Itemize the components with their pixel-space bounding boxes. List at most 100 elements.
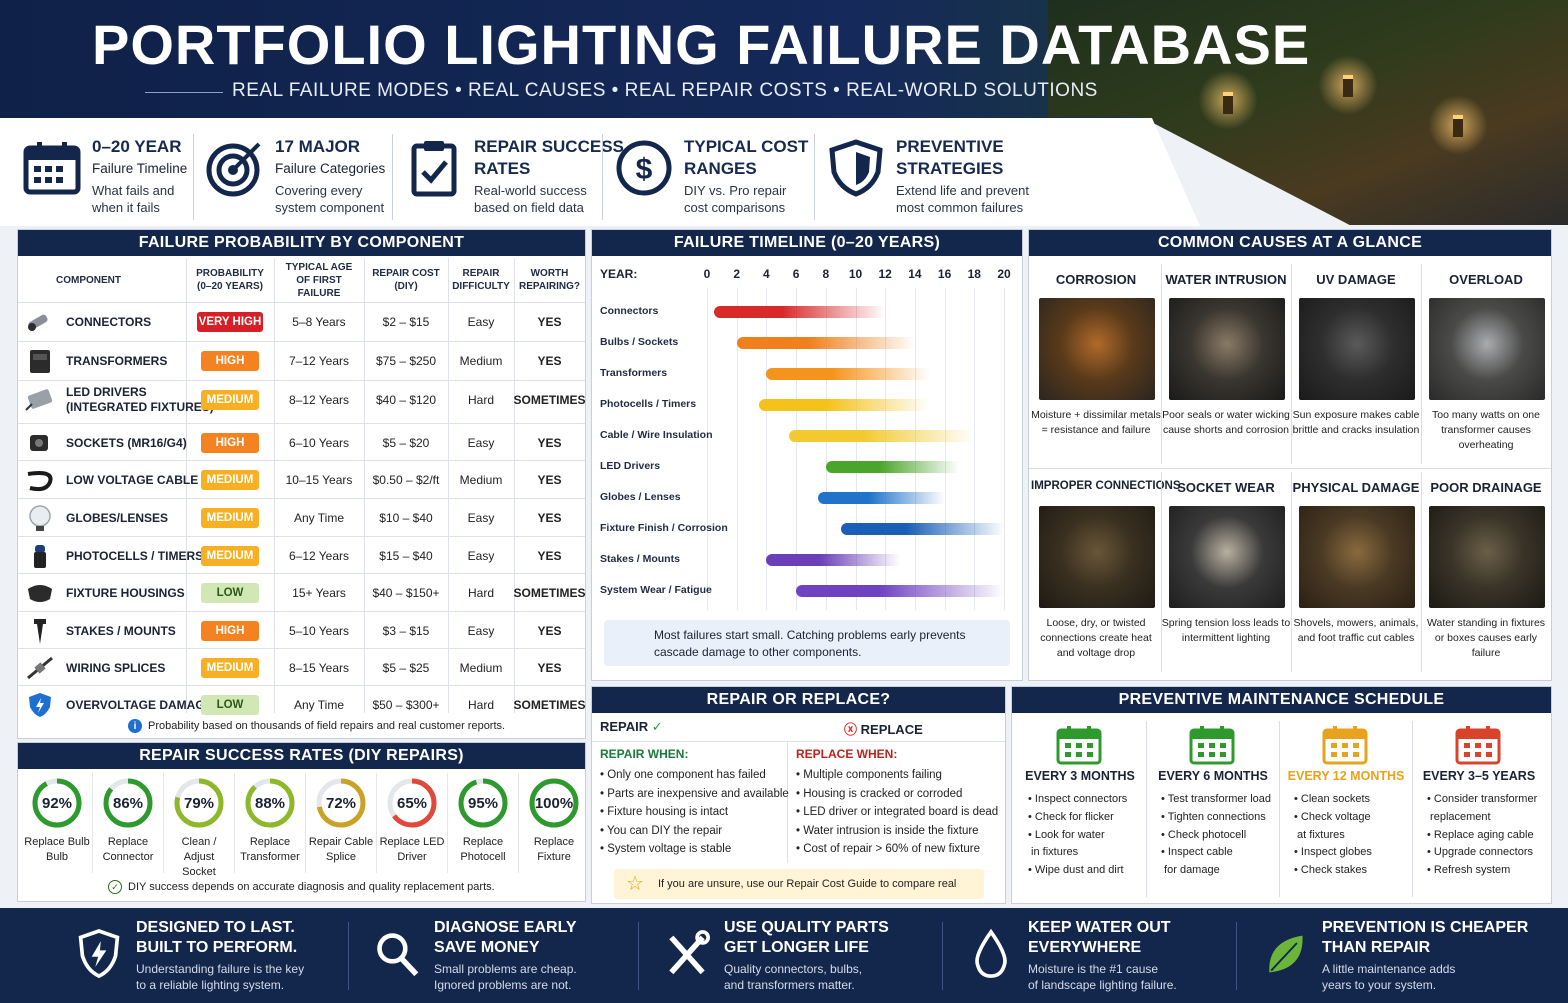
success-label-line1: Repair Cable [308,836,374,848]
info-icon: i [128,719,142,733]
failure-probability-table: FAILURE PROBABILITY BY COMPONENT COMPONE… [17,229,586,739]
success-label-line2: Photocell [460,851,506,863]
probability-cell: LOW [186,574,274,612]
calendar-icon [22,138,82,198]
repair-when-item-text: Only one component has failed [607,769,766,781]
transformer-icon [24,347,56,375]
repair-when-item-text: Parts are inexpensive and available [607,787,789,800]
cause-card: WATER INTRUSION Poor seals or water wicki… [1161,262,1291,470]
success-label-line2: Connector [102,851,154,863]
timeline-bar [796,585,1004,597]
cause-title: POOR DRAINAGE [1430,480,1542,495]
age-cell: 8–12 Years [288,393,350,407]
success-label-line1: Replace LED [379,836,445,848]
timeline-tick: 4 [763,267,770,281]
socket-wear-photo [1169,506,1285,608]
maintenance-task-list: • Test transformer load • Tighten connect… [1161,791,1271,880]
success-label: Replace Connector [95,835,161,865]
repair-or-replace-panel: REPAIR OR REPLACE? REPAIR ✓ ⓧ REPLACE RE… [591,686,1006,920]
cause-description: Sun exposure makes cable brittle and cra… [1292,409,1420,436]
maintenance-task: • Check for flicker [1028,809,1127,827]
probability-badge: VERY HIGH [197,312,263,332]
feature-divider [392,134,393,220]
maintenance-task-text: Tighten connections [1167,810,1266,823]
table-row: STAKES / MOUNTS HIGH 5–10 Years $3 – $15 Eas… [18,611,585,649]
timeline-tick: 14 [908,267,922,281]
probability-badge: MEDIUM [201,658,259,678]
age-cell: 6–12 Years [288,549,350,563]
probability-badge: MEDIUM [201,470,259,490]
replace-when-item: • Cost of repair > 60% of new fixture [796,840,998,859]
shield-icon [826,138,886,198]
success-rate-item: 79% Clean / Adjust Socket [166,775,232,897]
footer-heading: PREVENTION IS CHEAPER THAN REPAIR [1322,918,1528,958]
component-name: SOCKETS (MR16/G4) [66,435,187,450]
cause-card: SOCKET WEAR Spring tension loss leads to … [1161,470,1291,678]
cause-description: Spring tension loss leads to intermitten… [1161,617,1291,644]
footer-item: DIAGNOSE EARLY SAVE MONEY Small problems a… [374,918,634,998]
feature-3: REPAIR SUCCESS RATES Real-world success bas… [404,128,624,220]
timeline-tick: 2 [733,267,741,281]
column-divider [514,258,515,713]
footer-item: DESIGNED TO LAST. BUILT TO PERFORM. Unders… [76,918,336,998]
maintenance-task: • Inspect connectors [1028,791,1127,809]
timeline-bar [788,430,975,442]
maintenance-task: • Wipe dust and dirt [1028,862,1127,880]
bullet: • [1294,846,1301,859]
feature-desc-1: What fails and [92,183,175,198]
success-label-line2: Transformer [240,851,300,863]
success-label-line1: Replace [533,836,575,848]
uv-damage-photo [1299,298,1415,400]
connector-icon [24,308,56,336]
physical-damage-photo [1299,506,1415,608]
cost-cell: $50 – $300+ [372,698,440,712]
replace-when-item-text: Multiple components failing [803,769,942,781]
success-rate-item: 92% Replace Bulb Bulb [24,775,90,897]
feature-title-line1: 17 MAJOR [275,137,361,156]
timeline-row-label: LED Drivers [600,460,661,472]
cause-description: Poor seals or water wicking cause shorts… [1162,409,1290,436]
timeline-row-label: Cable / Wire Insulation [600,429,713,441]
page-title: PORTFOLIO LIGHTING FAILURE DATABASE [92,13,1311,76]
difficulty-cell: Easy [467,436,495,450]
table-row: WIRING SPLICES MEDIUM 8–15 Years $5 – $25 Me… [18,648,585,686]
footer-text: A little maintenance adds years to your s… [1322,961,1455,993]
timeline-bar [818,492,945,504]
cost-cell: $10 – $40 [379,511,433,525]
timeline-tick: 10 [848,267,863,281]
component-name: TRANSFORMERS [66,353,168,368]
maintenance-task-text: Check stakes [1300,864,1367,877]
connection-photo [1039,506,1155,608]
ring-divider [376,773,377,873]
maintenance-task: • Check photocell [1161,827,1271,845]
maintenance-task-text: Test transformer load [1167,793,1272,805]
bullet: • [600,824,608,837]
maintenance-task: • Consider transformer replacement [1427,791,1537,827]
timeline-bar [825,461,960,473]
feature-desc-1: Real-world success [474,183,587,198]
footer-text-line1: A little maintenance adds [1322,962,1456,976]
timeline-row-label: Connectors [600,305,659,317]
cost-cell: $5 – $20 [382,436,430,450]
subtitle-rule-left [145,92,223,93]
success-rate-item: 100% Replace Fixture [521,775,587,897]
success-label-line1: Clean / Adjust [181,836,217,863]
success-label: Replace LED Driver [379,835,445,865]
footer-heading: KEEP WATER OUT EVERYWHERE [1028,918,1171,958]
footer-text-line1: Small problems are cheap. [434,962,577,976]
success-percent: 100% [534,795,574,812]
cause-title: IMPROPER CONNECTIONS [1031,480,1181,492]
timeline-gridline [855,288,857,610]
socket-icon [24,429,56,457]
maintenance-column: EVERY 3–5 YEARS • Consider transformer re… [1415,717,1543,902]
component-name: LED DRIVERS (INTEGRATED FIXTURES) [66,385,214,414]
cause-divider [1291,264,1292,464]
calendar-icon [1322,725,1368,765]
cable-icon [24,466,56,494]
feature-strip [0,118,1200,226]
repair-when-item: • Only one component has failed [600,766,789,785]
column-header-5: REPAIR DIFFICULTY [452,268,510,292]
repair-when-item: • Fixture housing is intact [600,803,789,822]
column-header-1: COMPONENT [56,274,121,286]
worth-cell: YES [537,511,562,525]
